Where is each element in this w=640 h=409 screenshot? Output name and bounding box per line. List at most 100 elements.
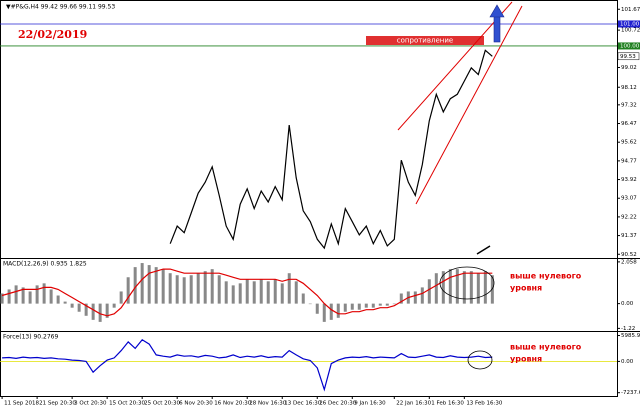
histogram-bar — [476, 273, 480, 304]
histogram-bar — [28, 291, 32, 304]
y-tick-label: 95.62 — [621, 140, 637, 146]
y-tick-label: 99.02 — [621, 65, 637, 71]
x-tick-label: 1 Feb 16:30 — [431, 401, 464, 407]
histogram-bar — [217, 275, 221, 304]
x-tick-label: 6 Nov 20:30 — [179, 401, 213, 407]
y-tick-label: 93.92 — [621, 177, 637, 183]
force-title: Force(13) 90.2769 — [3, 334, 58, 341]
histogram-bar — [329, 303, 333, 320]
histogram-bar — [357, 303, 361, 310]
histogram-bar — [266, 281, 270, 304]
series-line — [2, 339, 493, 392]
resistance-label: сопротивление — [397, 37, 453, 45]
y-tick-label: 0.00 — [621, 301, 634, 307]
x-tick-label: 25 Oct 20:30 — [144, 401, 180, 407]
histogram-bar — [168, 273, 172, 304]
histogram-bar — [245, 279, 249, 304]
y-tick-label: -7237.60 — [621, 390, 640, 396]
histogram-bar — [154, 267, 158, 304]
histogram-bar — [455, 269, 459, 304]
macd-title: MACD(12,26,9) 0.935 1.825 — [3, 261, 87, 268]
histogram-bar — [483, 271, 487, 304]
y-tick-label: 101.67 — [621, 7, 640, 13]
histogram-bar — [420, 287, 424, 304]
y-tick-label: 0.00 — [621, 359, 634, 365]
histogram-bar — [112, 303, 116, 308]
channel-lower — [415, 5, 523, 205]
histogram-bar — [196, 273, 200, 304]
histogram-bar — [427, 279, 431, 304]
y-tick-label: 2.058 — [621, 259, 637, 265]
histogram-bar — [308, 303, 312, 305]
histogram-bar — [21, 287, 25, 304]
x-tick-label: 13 Feb 16:30 — [466, 401, 503, 407]
macd-note: выше нулевого — [510, 272, 582, 281]
histogram-bar — [182, 277, 186, 304]
histogram-bar — [161, 269, 165, 304]
histogram-bar — [70, 303, 74, 308]
resistance-box — [366, 36, 484, 45]
histogram-bar — [343, 303, 347, 312]
force-note: выше нулевого — [510, 343, 582, 352]
macd-note: уровня — [510, 284, 542, 293]
x-tick-label: 22 Jan 16:30 — [396, 401, 431, 407]
histogram-bar — [259, 279, 263, 304]
histogram-bar — [434, 273, 438, 304]
histogram-bar — [273, 279, 277, 304]
force-note: уровня — [510, 355, 542, 364]
histogram-bar — [126, 277, 130, 304]
channel-upper — [397, 1, 513, 131]
y-tick-label: 98.12 — [621, 85, 637, 91]
arrow-up-head — [489, 4, 505, 18]
histogram-bar — [133, 267, 137, 304]
y-tick-label: 97.32 — [621, 102, 637, 108]
histogram-bar — [490, 275, 494, 304]
last-price-label: 99.53 — [620, 54, 636, 60]
y-tick-label: 91.37 — [621, 233, 637, 239]
histogram-bar — [203, 271, 207, 304]
histogram-bar — [49, 289, 53, 304]
histogram-bar — [119, 291, 123, 304]
histogram-bar — [175, 275, 179, 304]
x-tick-label: 26 Dec 20:30 — [319, 401, 356, 407]
x-tick-label: 3 Oct 20:30 — [74, 401, 107, 407]
histogram-bar — [385, 303, 389, 306]
y-tick-label: -1.22 — [621, 326, 635, 332]
level-label: 101.00 — [620, 21, 640, 27]
x-tick-label: 9 Jan 16:30 — [354, 401, 386, 407]
level-label: 100.00 — [620, 43, 640, 49]
histogram-bar — [462, 271, 466, 304]
x-tick-label: 15 Oct 20:30 — [109, 401, 145, 407]
y-tick-label: 94.77 — [621, 158, 637, 164]
series-line — [1, 268, 493, 317]
highlight-ellipse — [467, 350, 493, 370]
x-tick-label: 21 Sep 20:30 — [39, 401, 76, 407]
histogram-bar — [140, 263, 144, 304]
arrow-small — [476, 245, 491, 255]
date-annotation: 22/02/2019 — [18, 28, 87, 41]
y-tick-label: 5985.93 — [621, 333, 640, 339]
y-tick-label: 92.22 — [621, 214, 637, 220]
histogram-bar — [413, 291, 417, 304]
series-line — [169, 49, 493, 250]
histogram-bar — [63, 301, 67, 304]
histogram-bar — [7, 289, 11, 304]
histogram-bar — [91, 303, 95, 320]
x-tick-label: 13 Dec 16:30 — [284, 401, 321, 407]
histogram-bar — [0, 293, 4, 304]
histogram-bar — [322, 303, 326, 322]
histogram-bar — [35, 285, 39, 304]
histogram-bar — [378, 303, 382, 306]
last-price-tag — [617, 52, 640, 61]
histogram-bar — [392, 303, 396, 305]
y-tick-label: 100.72 — [621, 28, 640, 34]
histogram-bar — [224, 281, 228, 304]
histogram-bar — [371, 303, 375, 308]
histogram-bar — [189, 275, 193, 304]
histogram-bar — [350, 303, 354, 310]
histogram-bar — [294, 281, 298, 304]
histogram-bar — [238, 283, 242, 304]
histogram-bar — [42, 283, 46, 304]
